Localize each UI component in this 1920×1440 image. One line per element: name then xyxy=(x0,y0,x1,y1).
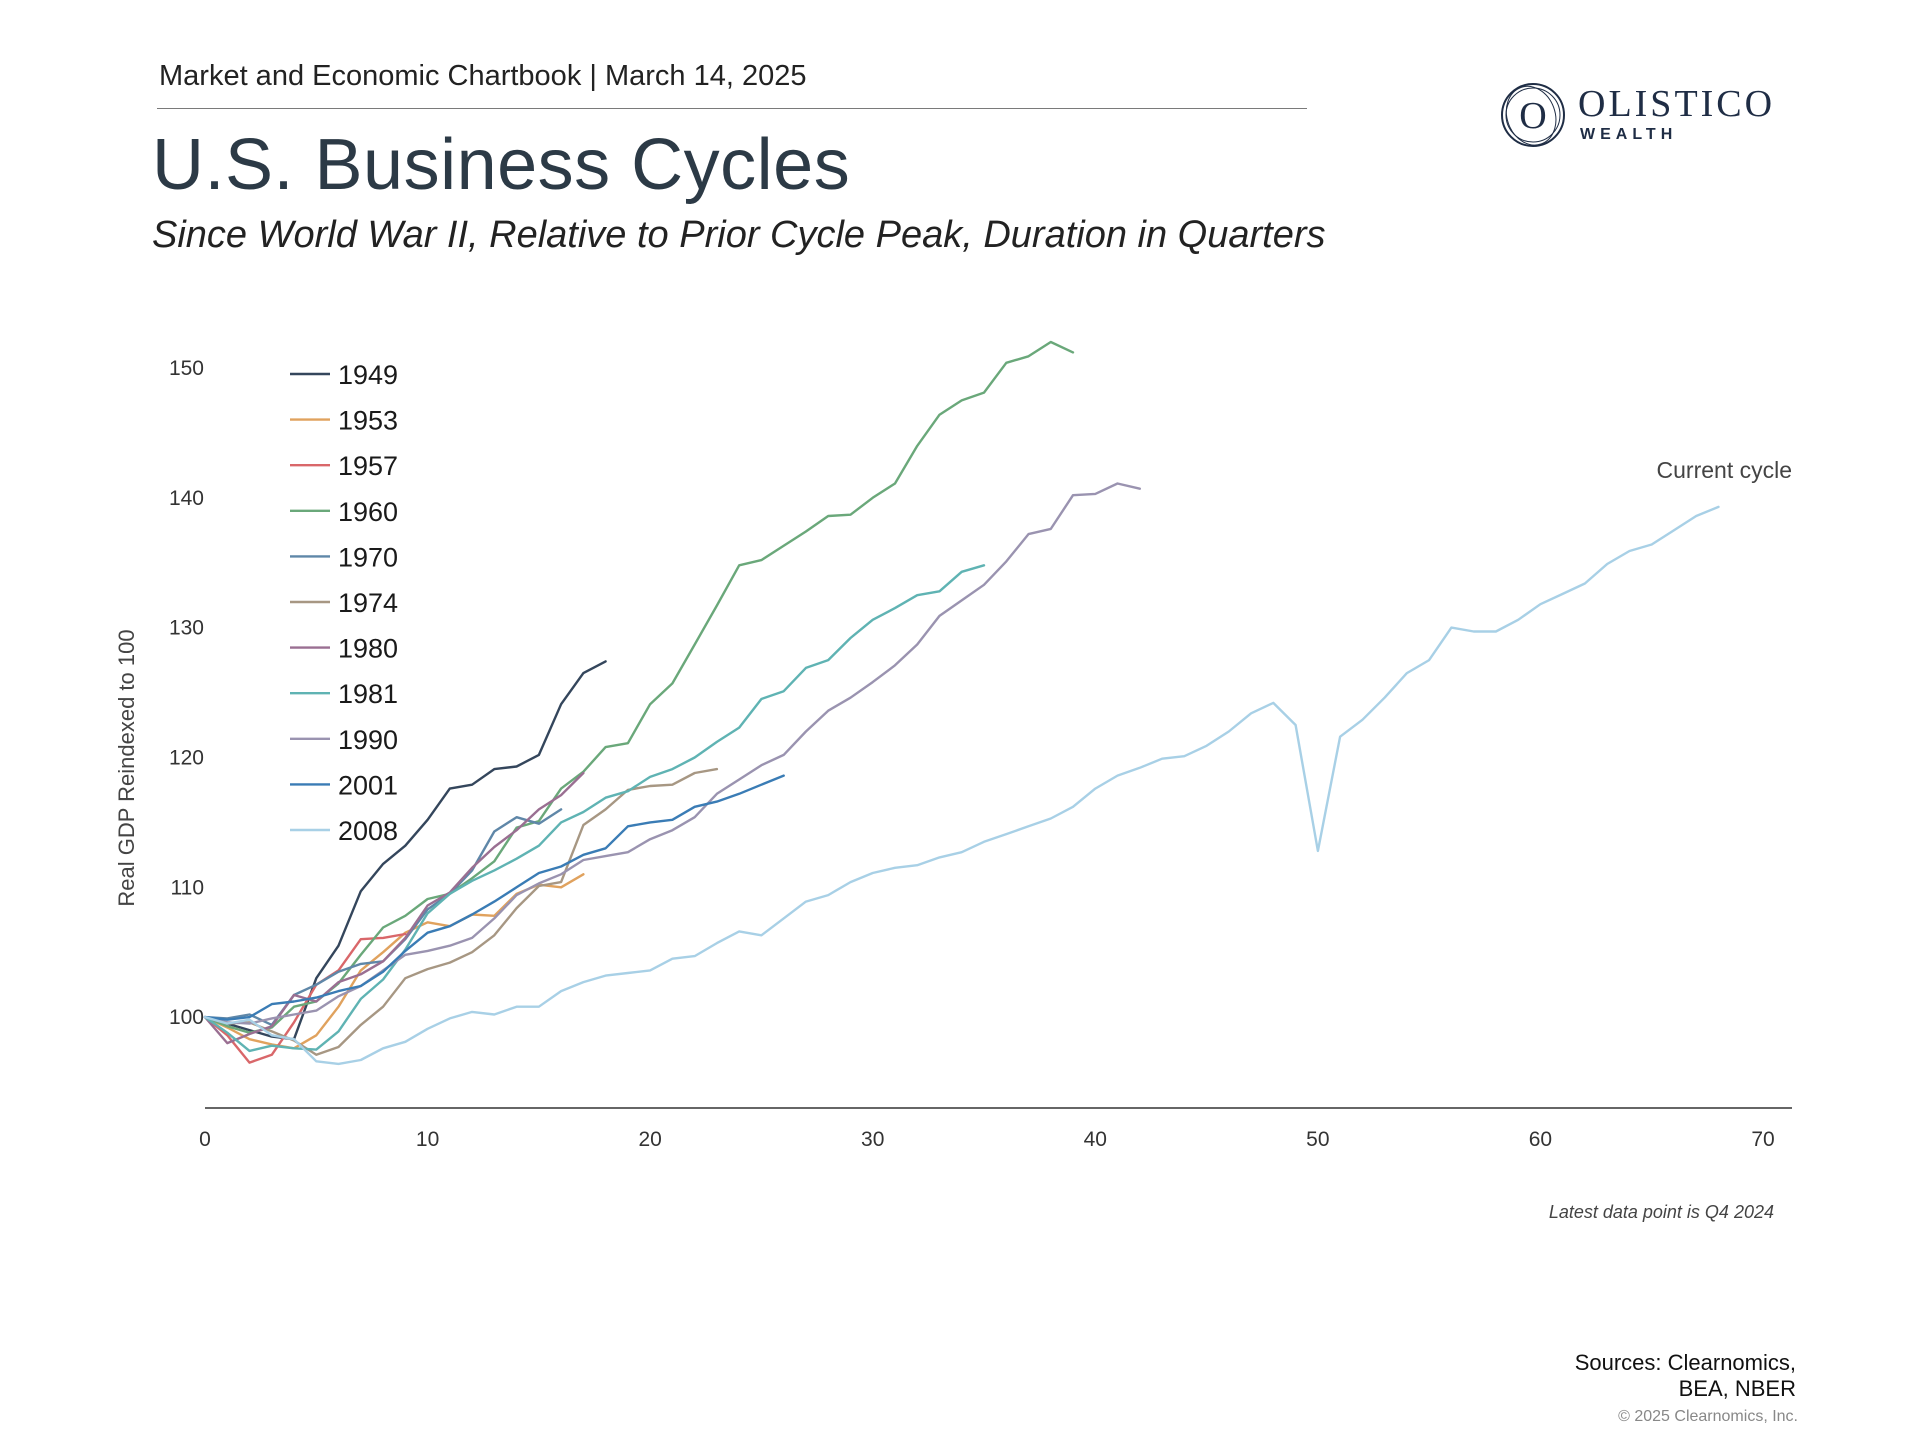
logo-mark-icon: O xyxy=(1501,83,1565,147)
series-line-2001 xyxy=(203,774,785,1021)
legend-label: 1970 xyxy=(338,542,398,572)
x-tick-label: 20 xyxy=(638,1128,661,1151)
x-tick-label: 10 xyxy=(416,1128,439,1151)
latest-data-note: Latest data point is Q4 2024 xyxy=(1549,1202,1774,1222)
y-tick-label: 120 xyxy=(169,746,204,769)
legend-item-1990: 1990 xyxy=(290,725,398,755)
current-cycle-label: Current cycle xyxy=(1657,457,1792,483)
sources-line-1: Sources: Clearnomics, xyxy=(1574,1350,1796,1375)
legend-item-1960: 1960 xyxy=(290,497,398,527)
series-line-1981 xyxy=(203,564,986,1053)
page-title: U.S. Business Cycles xyxy=(152,125,851,205)
page-subtitle: Since World War II, Relative to Prior Cy… xyxy=(152,214,1326,256)
x-tick-label: 60 xyxy=(1529,1128,1552,1151)
copyright-note: © 2025 Clearnomics, Inc. xyxy=(1618,1408,1798,1425)
y-tick-label: 130 xyxy=(169,617,204,640)
legend-item-1980: 1980 xyxy=(290,634,398,664)
y-axis-label: Real GDP Reindexed to 100 xyxy=(114,629,139,906)
legend-item-2001: 2001 xyxy=(290,770,398,800)
x-tick-label: 50 xyxy=(1306,1128,1329,1151)
x-tick-label: 70 xyxy=(1751,1128,1774,1151)
legend-item-1957: 1957 xyxy=(290,451,398,481)
x-tick-label: 40 xyxy=(1084,1128,1107,1151)
legend-label: 1960 xyxy=(338,497,398,527)
legend-item-1953: 1953 xyxy=(290,406,398,436)
sources-note: Sources: Clearnomics, BEA, NBER xyxy=(1536,1350,1796,1402)
y-tick-label: 110 xyxy=(171,876,204,899)
legend-label: 2001 xyxy=(338,770,398,800)
legend-label: 1990 xyxy=(338,725,398,755)
logo-subtitle: WEALTH xyxy=(1580,126,1678,143)
y-tick-label: 100 xyxy=(169,1006,204,1029)
legend-label: 1974 xyxy=(338,588,398,618)
y-tick-label: 140 xyxy=(169,487,204,510)
legend-item-1949: 1949 xyxy=(290,360,398,390)
legend-item-2008: 2008 xyxy=(290,816,398,846)
legend-label: 1957 xyxy=(338,451,398,481)
sources-line-2: BEA, NBER xyxy=(1678,1376,1796,1401)
y-tick-label: 150 xyxy=(169,357,204,380)
series-line-1960 xyxy=(203,340,1075,1034)
logo-mark-letter: O xyxy=(1519,95,1546,137)
legend-label: 1981 xyxy=(338,679,398,709)
legend-label: 2008 xyxy=(338,816,398,846)
legend-item-1974: 1974 xyxy=(290,588,398,618)
legend-label: 1953 xyxy=(338,406,398,436)
brand-logo: O OLISTICO WEALTH xyxy=(1498,80,1778,150)
logo-name: OLISTICO xyxy=(1578,83,1776,125)
legend-item-1981: 1981 xyxy=(290,679,398,709)
legend-label: 1980 xyxy=(338,634,398,664)
series-line-1949 xyxy=(203,660,607,1041)
x-tick-label: 30 xyxy=(861,1128,884,1151)
x-tick-label: 0 xyxy=(199,1128,211,1151)
header-divider xyxy=(157,108,1307,109)
chartbook-header: Market and Economic Chartbook | March 14… xyxy=(159,60,807,92)
legend-label: 1949 xyxy=(338,360,398,390)
legend-item-1970: 1970 xyxy=(290,542,398,572)
series-line-2008 xyxy=(203,505,1720,1066)
series-line-1980 xyxy=(203,771,585,1045)
